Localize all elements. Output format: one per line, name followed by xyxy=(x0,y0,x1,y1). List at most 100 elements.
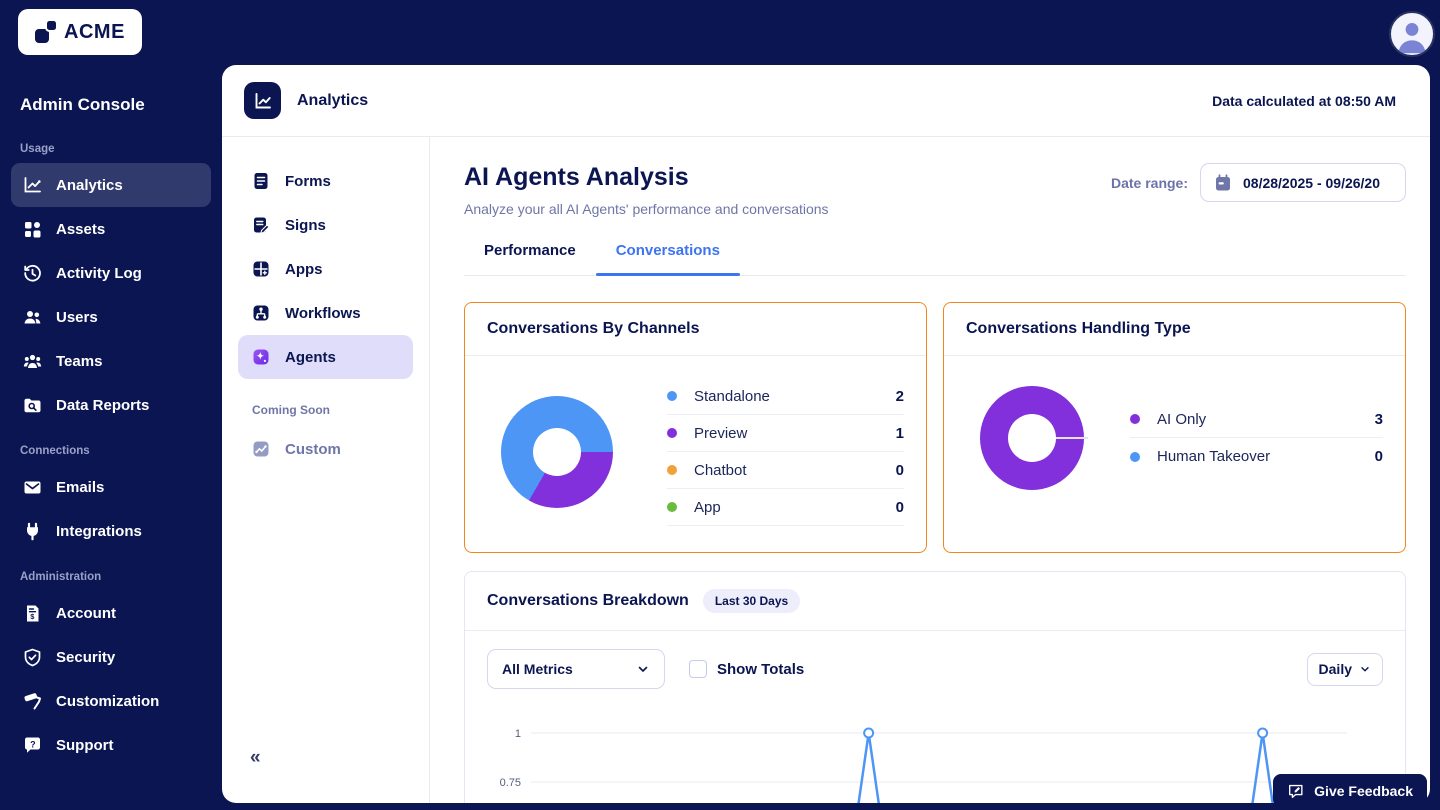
subnav-item-agents[interactable]: Agents xyxy=(238,335,413,379)
email-icon xyxy=(24,481,41,493)
subnav-item-workflows[interactable]: Workflows xyxy=(238,291,413,335)
give-feedback-button[interactable]: Give Feedback xyxy=(1273,774,1427,807)
show-totals-checkbox[interactable] xyxy=(689,660,707,678)
legend-value: 0 xyxy=(895,461,904,479)
acme-logo-icon xyxy=(35,21,57,43)
shield-icon xyxy=(24,648,41,666)
subnav-item-label: Workflows xyxy=(285,304,361,322)
subnav-item-label: Custom xyxy=(285,440,341,458)
sidebar-item-label: Integrations xyxy=(56,522,142,540)
person-icon xyxy=(1398,23,1426,54)
admin-sidebar: Admin Console Usage Analytics Assets Act… xyxy=(0,65,222,810)
subnav-item-label: Forms xyxy=(285,172,331,190)
subnav-item-forms[interactable]: Forms xyxy=(238,159,413,203)
channels-donut-chart xyxy=(501,396,613,508)
forms-icon xyxy=(254,173,268,189)
activity-log-icon xyxy=(24,264,41,281)
sidebar-item-analytics[interactable]: Analytics xyxy=(11,163,211,207)
custom-icon xyxy=(253,441,269,457)
legend-value: 1 xyxy=(895,424,904,442)
legend-dot xyxy=(667,391,677,401)
sidebar-item-account[interactable]: $ Account xyxy=(11,591,211,635)
breakdown-title: Conversations Breakdown xyxy=(487,592,689,609)
svg-text:1: 1 xyxy=(515,728,521,740)
section-label-usage: Usage xyxy=(20,143,55,155)
date-range-value: 08/28/2025 - 09/26/20 xyxy=(1243,174,1381,191)
sidebar-item-label: Users xyxy=(56,308,98,326)
sidebar-item-label: Customization xyxy=(56,692,160,710)
interval-dropdown[interactable]: Daily xyxy=(1306,652,1383,686)
sidebar-item-label: Emails xyxy=(56,478,105,496)
feedback-icon xyxy=(1289,784,1303,798)
handling-donut-chart xyxy=(980,386,1088,490)
legend-label: Chatbot xyxy=(694,461,747,479)
subnav-item-label: Apps xyxy=(285,260,323,278)
paint-roller-icon xyxy=(24,692,41,709)
signs-icon xyxy=(254,217,270,234)
legend-dot xyxy=(1130,414,1140,424)
legend-value: 2 xyxy=(895,387,904,405)
acme-logo-text: ACME xyxy=(64,20,125,43)
data-reports-icon xyxy=(24,398,41,412)
tab-performance[interactable]: Performance xyxy=(484,242,576,259)
legend-label: Preview xyxy=(694,424,748,442)
svg-text:0.75: 0.75 xyxy=(500,777,521,789)
date-range-picker[interactable]: 08/28/2025 - 09/26/20 xyxy=(1200,163,1406,202)
feedback-label: Give Feedback xyxy=(1314,782,1413,799)
plug-icon xyxy=(27,522,38,540)
apps-icon xyxy=(253,261,269,277)
sidebar-item-label: Teams xyxy=(56,352,103,370)
analytics-icon xyxy=(24,176,41,192)
analytics-header-icon xyxy=(244,82,281,119)
tab-conversations[interactable]: Conversations xyxy=(595,242,741,276)
collapse-sidebar-button[interactable]: « xyxy=(250,747,261,768)
legend-value: 0 xyxy=(1374,448,1383,465)
product-subnav: Forms Signs Apps xyxy=(222,137,430,803)
breakdown-chart: 1 0.75 xyxy=(465,703,1405,803)
sidebar-item-emails[interactable]: Emails xyxy=(11,465,211,509)
content-area: AI Agents Analysis Analyze your all AI A… xyxy=(430,137,1430,803)
legend-value: 3 xyxy=(1374,410,1383,428)
sidebar-item-assets[interactable]: Assets xyxy=(11,207,211,251)
sidebar-item-integrations[interactable]: Integrations xyxy=(11,509,211,553)
user-avatar[interactable] xyxy=(1389,11,1435,57)
support-chat-icon: ? xyxy=(25,737,40,753)
sidebar-item-activity-log[interactable]: Activity Log xyxy=(11,251,211,295)
subnav-item-apps[interactable]: Apps xyxy=(238,247,413,291)
acme-logo[interactable]: ACME xyxy=(18,9,142,55)
breakdown-chart-svg: 10.75 xyxy=(500,727,1347,803)
sidebar-item-data-reports[interactable]: Data Reports xyxy=(11,383,211,427)
teams-icon xyxy=(23,354,42,368)
svg-text:?: ? xyxy=(30,739,35,749)
chevron-down-icon xyxy=(1361,667,1369,672)
sidebar-item-users[interactable]: Users xyxy=(11,295,211,339)
subnav-item-custom[interactable]: Custom xyxy=(238,427,413,471)
legend-label: Human Takeover xyxy=(1157,448,1271,465)
legend-item-app: App 0 xyxy=(667,489,904,526)
sidebar-item-teams[interactable]: Teams xyxy=(11,339,211,383)
panel-title: Analytics xyxy=(297,91,369,109)
sidebar-item-label: Assets xyxy=(56,220,106,238)
sidebar-item-label: Data Reports xyxy=(56,396,150,414)
interval-value: Daily xyxy=(1318,661,1352,677)
sidebar-item-customization[interactable]: Customization xyxy=(11,679,211,723)
show-totals-toggle[interactable]: Show Totals xyxy=(689,660,804,678)
page-title: AI Agents Analysis xyxy=(464,163,689,191)
metrics-filter-dropdown[interactable]: All Metrics xyxy=(487,649,665,689)
conversations-by-channels-card: Conversations By Channels Standalone 2 xyxy=(464,302,927,553)
legend-dot xyxy=(1130,451,1140,462)
sidebar-item-label: Account xyxy=(56,604,116,622)
subnav-item-signs[interactable]: Signs xyxy=(238,203,413,247)
legend-label: AI Only xyxy=(1157,410,1207,428)
card-title: Conversations Handling Type xyxy=(966,320,1191,337)
svg-text:$: $ xyxy=(30,612,35,621)
sidebar-item-security[interactable]: Security xyxy=(11,635,211,679)
sidebar-item-label: Security xyxy=(56,648,116,666)
legend-label: App xyxy=(694,498,721,516)
conversations-breakdown-card: Conversations Breakdown Last 30 Days All… xyxy=(464,571,1406,803)
workflows-icon xyxy=(253,305,269,321)
sidebar-item-support[interactable]: ? Support xyxy=(11,723,211,767)
analysis-tabs: Performance Conversations xyxy=(464,242,1406,276)
assets-icon xyxy=(25,221,41,237)
topbar: ACME xyxy=(0,0,1440,65)
